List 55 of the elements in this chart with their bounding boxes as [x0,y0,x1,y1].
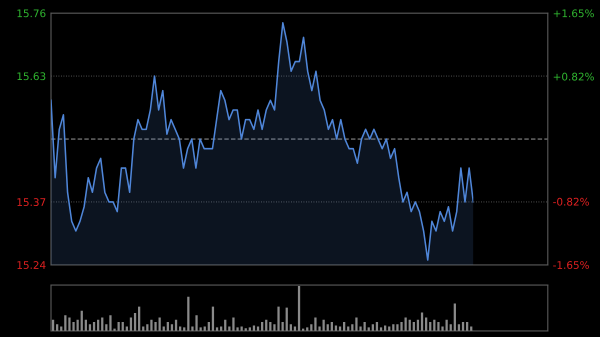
bar [208,322,210,331]
bar [265,320,268,331]
bar [187,296,190,331]
bar [310,324,312,331]
bar [179,326,182,331]
bar [330,322,333,331]
bar [224,320,226,331]
bar [158,317,161,331]
bar [248,327,251,331]
bar [200,327,202,331]
y-tick-label: 15.76 [17,9,46,18]
bar [101,317,104,331]
bar [138,306,140,331]
bar [392,324,394,331]
bar [425,317,428,331]
bar [412,322,415,331]
bar [97,320,100,331]
bar [64,315,66,331]
y-tick-label: 15.37 [17,198,46,206]
bar [118,322,120,331]
y2-tick-label: +1.65% [554,9,594,18]
bar [351,324,354,331]
y2-tick-label: -1.65% [553,261,589,269]
bar [433,320,436,331]
bar [244,328,247,331]
bar [80,310,83,331]
bar [404,317,407,331]
bar [466,322,468,331]
y2-tick-label: -0.82% [553,198,589,206]
bar [429,322,432,331]
bar [261,322,264,331]
bar [384,326,386,331]
bar [408,320,411,331]
bar [372,324,374,331]
bar [454,304,456,331]
bar [56,324,58,331]
y2-tick-label: +0.82% [554,72,594,81]
bar [470,326,472,331]
bar [166,322,169,331]
bar [122,322,124,331]
bar [146,324,148,331]
bar [126,326,128,331]
bar [269,322,272,331]
bar [388,326,390,331]
y-tick-label: 15.24 [17,261,46,269]
bar [204,326,206,331]
bar [364,322,366,331]
bar [322,320,325,331]
bar [306,327,308,331]
bar [240,326,243,331]
bar [347,326,350,331]
bar [286,308,288,331]
y-tick-label: 15.63 [17,72,46,80]
bar [343,322,346,331]
bar [446,320,448,331]
